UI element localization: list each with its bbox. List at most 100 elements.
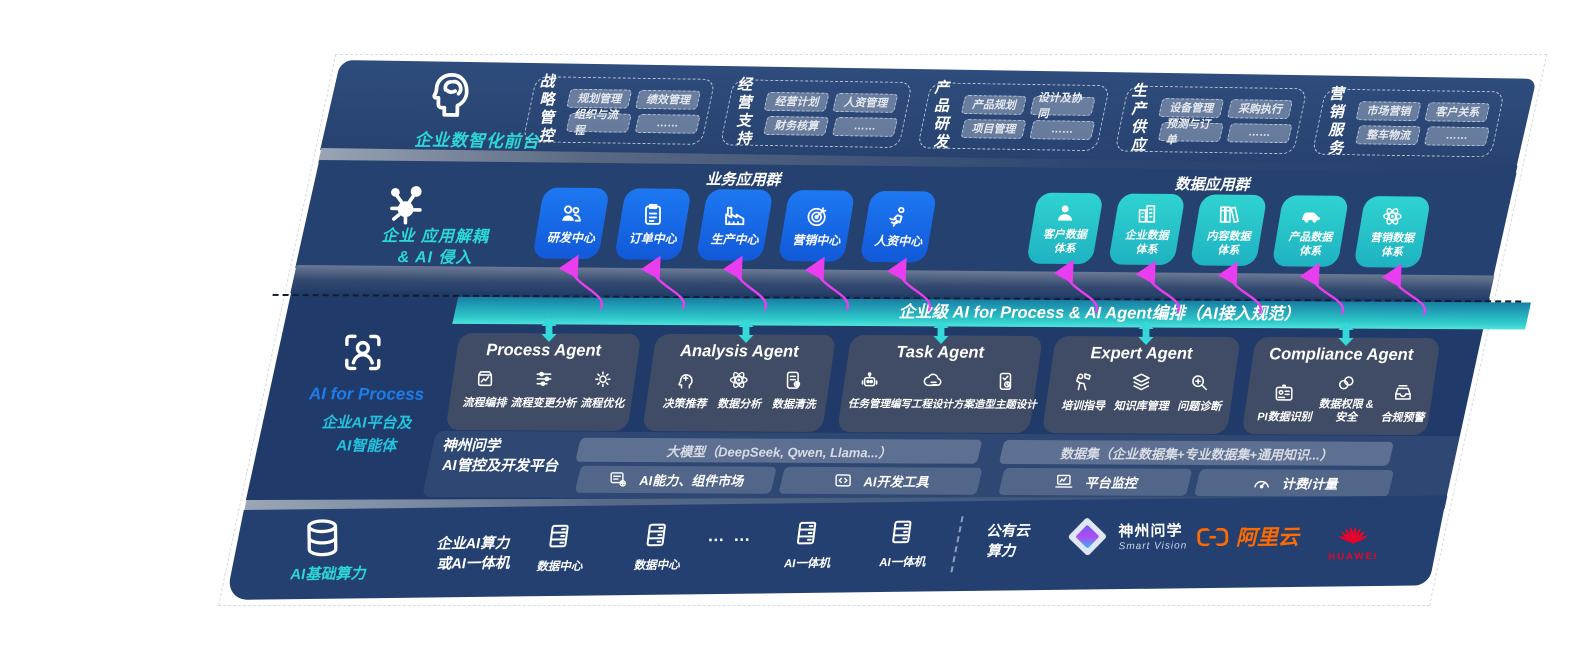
smartvision-diamond-icon bbox=[1068, 518, 1106, 556]
server-icon bbox=[549, 524, 569, 548]
tile-marketing-data: 营销数据体系 bbox=[1359, 196, 1426, 268]
customer-icon bbox=[1057, 205, 1073, 221]
group-title: 经营支持 bbox=[735, 76, 753, 148]
card-task-agent: Task Agent 任务管理 编写工程设计方案 造型主题设计 bbox=[844, 335, 1037, 433]
node-datacenter-2: 数据中心 bbox=[618, 518, 695, 573]
group-operation: 经营支持 经营计划 人资管理 财务核算 …… bbox=[726, 76, 906, 148]
data-clean-icon bbox=[786, 371, 801, 389]
knowledge-icon bbox=[1132, 373, 1150, 391]
chip: 采购执行 bbox=[1229, 99, 1291, 119]
order-icon bbox=[644, 203, 662, 225]
group-supply: 生产供应 设备管理 采购执行 预测与订单 …… bbox=[1121, 82, 1301, 154]
chip: 产品规划 bbox=[963, 94, 1025, 114]
change-analysis-icon bbox=[535, 371, 551, 387]
decision-icon bbox=[678, 374, 693, 389]
huawei-logo: HUAWEI bbox=[1323, 506, 1384, 563]
database-icon bbox=[307, 519, 338, 557]
devtool-icon bbox=[835, 474, 851, 487]
group-title: 战略管控 bbox=[538, 73, 555, 145]
cell-metering: 计费/计量 bbox=[1197, 469, 1391, 497]
optimize-icon bbox=[594, 371, 611, 388]
chip: 财务核算 bbox=[765, 115, 827, 135]
chip: …… bbox=[1426, 126, 1488, 146]
design-doc-icon bbox=[923, 373, 942, 387]
aliyun-name: 阿里云 bbox=[1235, 526, 1300, 550]
chip: 市场营销 bbox=[1357, 101, 1419, 121]
monitor-icon bbox=[1055, 474, 1073, 488]
marketing-atom-icon bbox=[1382, 206, 1402, 227]
chip: 设计及协同 bbox=[1032, 92, 1094, 120]
chip: 整车物流 bbox=[1357, 125, 1419, 145]
digital-head-icon bbox=[432, 72, 469, 118]
card-process-agent: Process Agent 流程编排 流程变更分析 流程优化 bbox=[452, 333, 634, 431]
tile-order-center: 订单中心 bbox=[620, 188, 687, 260]
molecule-icon bbox=[388, 184, 424, 225]
marketing-target-icon bbox=[807, 207, 827, 227]
diagnosis-icon bbox=[1192, 375, 1208, 391]
tile-production-center: 生产中心 bbox=[701, 189, 768, 261]
infra-label: AI基础算力 bbox=[290, 565, 366, 584]
layer-applications: 企业 应用解耦 & AI 侵入 业务应用群 研发中心 订单中心 生产中心 bbox=[295, 160, 1517, 281]
chip: 客户关系 bbox=[1426, 102, 1488, 122]
content-icon bbox=[1219, 206, 1240, 223]
tile-rd-center: 研发中心 bbox=[538, 187, 605, 259]
permission-icon bbox=[1339, 376, 1354, 390]
group-title: 营销服务 bbox=[1327, 85, 1345, 158]
card-compliance-agent: Compliance Agent PI数据识别 数据权限 & 安全 合规预警 bbox=[1248, 337, 1433, 435]
chip: 预测与订单 bbox=[1160, 118, 1222, 146]
model-header: 大模型（DeepSeek, Qwen, Llama...） bbox=[578, 438, 980, 464]
group-title: 产品研发 bbox=[933, 79, 950, 151]
ellipsis: … … bbox=[707, 525, 753, 546]
node-datacenter-1: 数据中心 bbox=[521, 520, 598, 575]
chip: 人资管理 bbox=[834, 92, 896, 112]
business-group-title: 业务应用群 bbox=[705, 171, 781, 189]
chip: 经营计划 bbox=[766, 91, 828, 111]
huawei-flower-icon bbox=[1338, 526, 1368, 545]
task-icon bbox=[861, 372, 878, 387]
smartvision-name-en: Smart Vision bbox=[1118, 540, 1188, 553]
diagram-stage: 企业数智化前台 战略管控 规划管理 绩效管理 组织与流程 …… 经营支持 经营计… bbox=[218, 54, 1547, 606]
product-car-icon bbox=[1301, 212, 1320, 223]
public-cloud-label-line2: 算力 bbox=[986, 543, 1016, 560]
style-design-icon bbox=[999, 372, 1012, 391]
tile-content-data: 内容数据体系 bbox=[1195, 194, 1262, 266]
server-icon bbox=[646, 523, 667, 547]
layer-infrastructure: AI基础算力 企业AI算力 或AI一体机 数据中心 数据中心 … … AI一体机 bbox=[225, 495, 1447, 600]
node-ai-appliance-1: AI一体机 bbox=[768, 517, 845, 572]
data-group-title: 数据应用群 bbox=[1174, 175, 1250, 194]
server-icon bbox=[796, 521, 817, 545]
pi-data-icon bbox=[1276, 384, 1294, 402]
chip: …… bbox=[637, 113, 699, 133]
chip: 项目管理 bbox=[962, 118, 1024, 138]
chip: …… bbox=[1229, 123, 1291, 143]
dataset-header: 数据集（企业数据集+专业数据集+通用知识...） bbox=[1002, 440, 1392, 466]
group-strategy: 战略管控 规划管理 绩效管理 组织与流程 …… bbox=[529, 73, 709, 145]
huawei-name: HUAWEI bbox=[1328, 551, 1379, 563]
group-title: 生产供应 bbox=[1130, 82, 1147, 154]
hr-icon bbox=[889, 206, 905, 227]
ai-for-process-label: AI for Process bbox=[308, 384, 425, 404]
aliyun-logo: 阿里云 bbox=[1194, 521, 1299, 552]
cell-ai-devtools: AI开发工具 bbox=[782, 467, 980, 495]
tile-hr-center: 人资中心 bbox=[865, 191, 932, 263]
layer-ai-platform: 企业级 AI for Process & AI Agent编排（AI接入规范） … bbox=[245, 292, 1531, 507]
meter-icon bbox=[1253, 480, 1269, 489]
aliyun-bracket-icon bbox=[1197, 528, 1229, 547]
alert-icon bbox=[1394, 385, 1411, 401]
app-layer-label-line1: 企业 应用解耦 bbox=[381, 227, 489, 246]
team-icon bbox=[561, 205, 582, 222]
capability-icon bbox=[610, 472, 627, 487]
node-ai-appliance-2: AI一体机 bbox=[864, 515, 941, 570]
production-icon bbox=[725, 206, 745, 226]
data-analysis-icon bbox=[730, 370, 749, 390]
tile-customer-data: 客户数据体系 bbox=[1032, 193, 1099, 265]
training-icon bbox=[1075, 373, 1091, 391]
server-icon bbox=[891, 520, 912, 544]
smartvision-name-cn: 神州问学 bbox=[1118, 522, 1183, 541]
card-analysis-agent: Analysis Agent 决策推荐 数据分析 数据清洗 bbox=[649, 334, 829, 432]
card-expert-agent: Expert Agent 培训指导 知识库管理 问题诊断 bbox=[1049, 336, 1234, 434]
chip: 绩效管理 bbox=[637, 89, 699, 109]
public-cloud-label-line1: 公有云 bbox=[985, 523, 1030, 540]
scan-person-icon bbox=[345, 334, 381, 371]
